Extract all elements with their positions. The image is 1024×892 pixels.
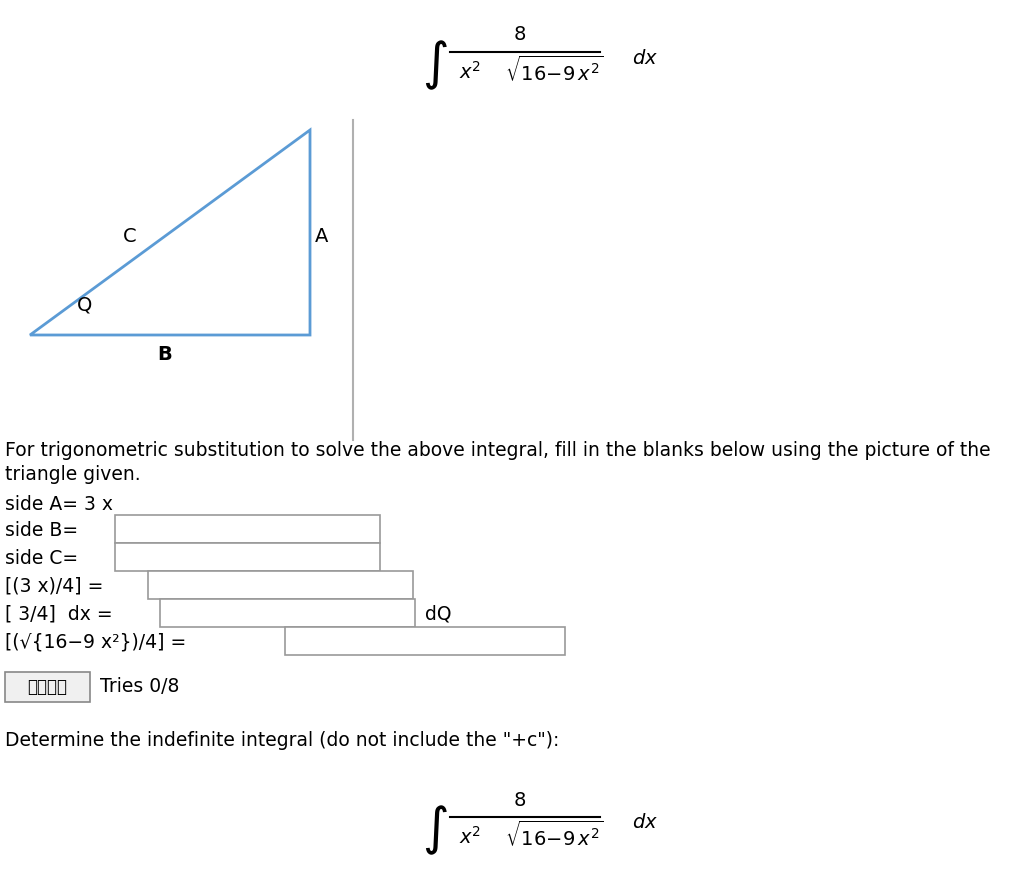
Text: $\int$: $\int$ (422, 804, 447, 856)
Text: [(3 x)/4] =: [(3 x)/4] = (5, 576, 103, 596)
Bar (285, 627, 565, 655)
Text: A: A (315, 227, 329, 246)
Text: side B=: side B= (5, 521, 78, 540)
Text: Q: Q (78, 295, 93, 315)
Text: 8: 8 (514, 790, 526, 810)
Text: B: B (158, 345, 172, 365)
Text: [ 3/4]  dx =: [ 3/4] dx = (5, 605, 113, 624)
Text: $\sqrt{16{-}9\,x^2}$: $\sqrt{16{-}9\,x^2}$ (505, 820, 604, 850)
Text: 提交答案: 提交答案 (28, 678, 68, 696)
Text: triangle given.: triangle given. (5, 466, 140, 484)
Text: Determine the indefinite integral (do not include the "+c"):: Determine the indefinite integral (do no… (5, 731, 559, 749)
Text: $\sqrt{16{-}9\,x^2}$: $\sqrt{16{-}9\,x^2}$ (505, 55, 604, 85)
Text: side C=: side C= (5, 549, 78, 567)
Text: C: C (123, 227, 137, 246)
Text: $\int$: $\int$ (422, 38, 447, 92)
Text: 8: 8 (514, 26, 526, 45)
Bar (160, 599, 415, 627)
Text: $x^2$: $x^2$ (459, 61, 481, 83)
Text: $x^2$: $x^2$ (459, 826, 481, 848)
Text: $dx$: $dx$ (632, 48, 658, 68)
Bar (115, 515, 380, 543)
Bar (148, 571, 413, 599)
Text: [(√{16−9 x²})/4] =: [(√{16−9 x²})/4] = (5, 632, 186, 651)
Text: For trigonometric substitution to solve the above integral, fill in the blanks b: For trigonometric substitution to solve … (5, 441, 990, 459)
Text: Tries 0/8: Tries 0/8 (100, 678, 179, 697)
Text: dQ: dQ (425, 605, 452, 624)
Bar (115, 543, 380, 571)
Bar (5, 672, 90, 702)
Text: side A= 3 x: side A= 3 x (5, 495, 113, 515)
Text: $dx$: $dx$ (632, 814, 658, 832)
